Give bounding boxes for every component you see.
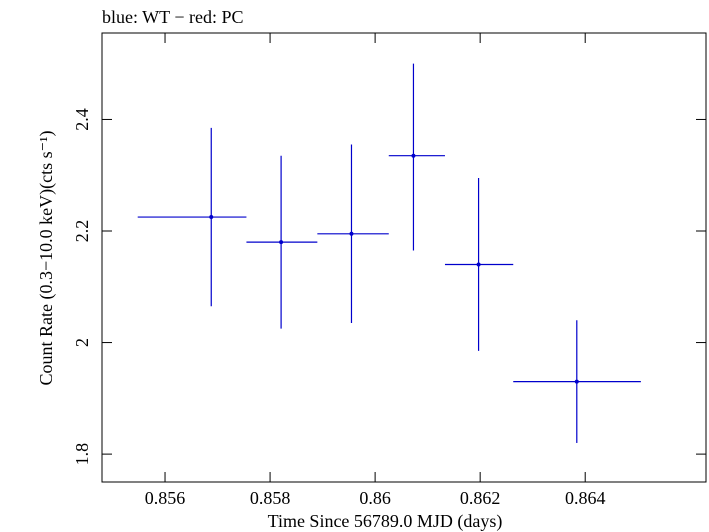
data-marker — [411, 153, 416, 158]
data-marker — [279, 240, 284, 245]
x-tick-label: 0.864 — [565, 488, 606, 508]
y-tick-label: 2 — [72, 338, 92, 347]
x-axis-label: Time Since 56789.0 MJD (days) — [268, 511, 503, 532]
y-tick-label: 2.4 — [72, 108, 92, 131]
y-tick-label: 2.2 — [72, 220, 92, 243]
axis-ticks: 0.856 0.858 0.86 0.862 0.864 1.8 2 2.2 2.4 — [72, 33, 706, 508]
data-point — [388, 63, 445, 251]
data-point — [317, 144, 389, 324]
data-point — [246, 155, 318, 329]
x-tick-label: 0.86 — [359, 488, 391, 508]
data-marker — [209, 215, 214, 220]
plot-frame — [101, 32, 707, 483]
x-tick-label: 0.858 — [250, 488, 291, 508]
x-tick-label: 0.856 — [145, 488, 186, 508]
data-marker — [574, 379, 579, 384]
chart-title: blue: WT − red: PC — [102, 7, 243, 27]
data-point — [137, 127, 247, 307]
x-tick-label: 0.862 — [460, 488, 501, 508]
y-axis-label: Count Rate (0.3−10.0 keV)(cts s⁻¹) — [36, 130, 57, 385]
y-tick-label: 1.8 — [72, 443, 92, 466]
data-marker — [349, 231, 354, 236]
data-point — [444, 178, 514, 351]
data-points — [137, 63, 641, 443]
data-marker — [476, 262, 481, 267]
data-point — [513, 320, 641, 443]
